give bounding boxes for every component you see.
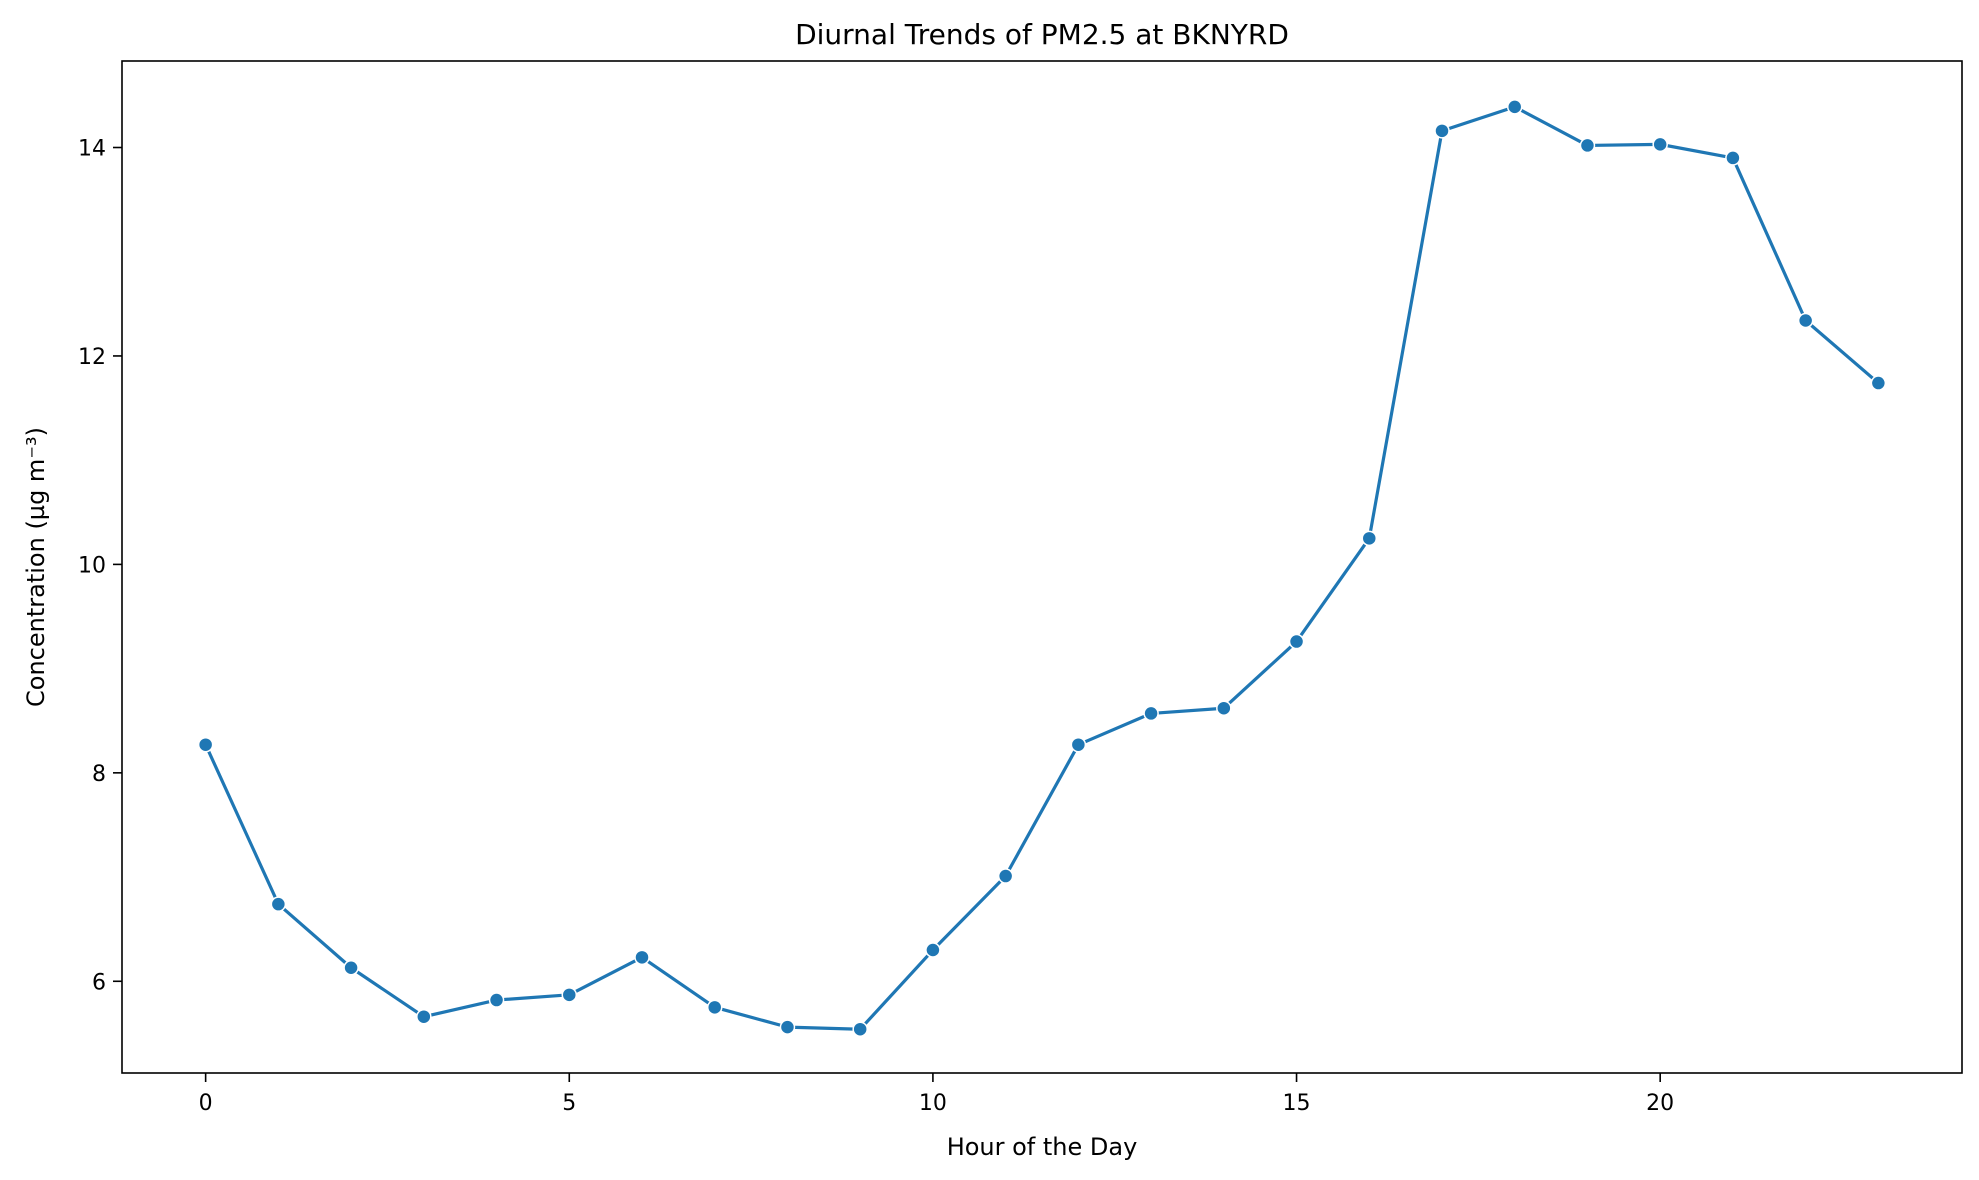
data-point: [1288, 633, 1305, 650]
data-point: [1506, 99, 1523, 115]
y-axis-label: Concentration (µg m⁻³): [22, 427, 50, 707]
data-point: [1434, 123, 1450, 139]
data-point: [779, 1019, 796, 1035]
x-tick-label: 0: [199, 1091, 213, 1116]
data-point: [852, 1021, 868, 1037]
data-point: [634, 949, 650, 966]
data-point: [270, 896, 287, 912]
data-point: [997, 868, 1014, 884]
data-point: [488, 992, 505, 1008]
x-axis-label: Hour of the Day: [947, 1133, 1138, 1161]
series-group: [197, 99, 1887, 1037]
chart-title: Diurnal Trends of PM2.5 at BKNYRD: [795, 18, 1289, 51]
data-point: [561, 987, 578, 1003]
data-point: [925, 942, 941, 958]
y-tick-label: 10: [78, 553, 106, 578]
data-point: [343, 959, 359, 976]
plot-frame: [121, 60, 1963, 1074]
data-point: [1070, 736, 1087, 753]
x-tick-label: 15: [1283, 1091, 1311, 1116]
data-point: [1870, 375, 1887, 391]
data-point: [1652, 136, 1668, 153]
data-point: [416, 1008, 432, 1025]
y-tick-label: 8: [92, 762, 106, 787]
y-axis: 6 8 10 12 14: [78, 137, 122, 995]
data-point: [1361, 530, 1378, 547]
y-tick-label: 12: [78, 345, 106, 370]
x-tick-label: 20: [1646, 1091, 1674, 1116]
series-line: [204, 105, 1880, 1031]
data-point: [1143, 705, 1159, 722]
data-point: [1216, 700, 1232, 716]
x-tick-label: 10: [919, 1091, 947, 1116]
data-point: [1579, 137, 1596, 154]
x-axis: 0 5 10 15 20: [199, 1073, 1674, 1116]
data-point: [1797, 312, 1814, 329]
x-tick-label: 5: [562, 1091, 576, 1116]
y-tick-label: 14: [78, 137, 106, 162]
y-tick-label: 6: [92, 970, 106, 995]
data-point: [197, 736, 214, 753]
data-point: [1725, 150, 1741, 166]
data-point: [706, 999, 723, 1016]
